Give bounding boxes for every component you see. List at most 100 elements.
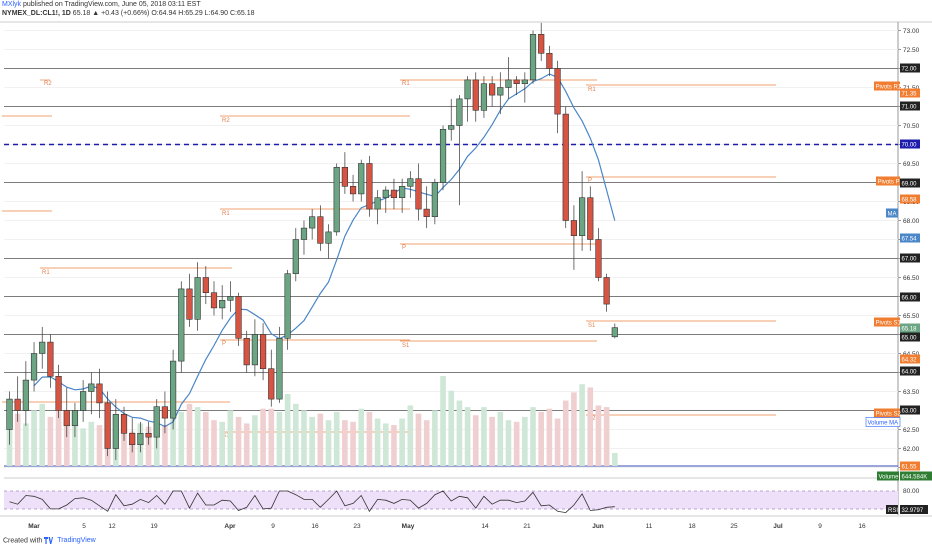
price-badge-text: MA [888, 211, 897, 217]
volume-bar [14, 413, 21, 466]
candle-body [145, 432, 152, 438]
volume-bar [612, 452, 618, 466]
volume-bar [317, 413, 324, 466]
price-badge [877, 471, 899, 481]
volume-bar [464, 407, 471, 466]
price-badge-text: Pivots S2 [876, 411, 902, 417]
ohlc-values: O:64.94 H:65.29 L:64.90 C:65.18 [151, 10, 255, 17]
price-tick-label: 62.50 [903, 427, 920, 434]
candle-body [423, 208, 430, 218]
candle-body [562, 113, 569, 221]
volume-bar [284, 394, 291, 466]
volume-bar [448, 390, 455, 466]
price-badge [874, 81, 900, 91]
price-badge [900, 323, 920, 333]
price-badge [900, 461, 920, 471]
tradingview-link[interactable]: TradingView [57, 537, 96, 545]
price-tick-label: 73.00 [903, 28, 920, 35]
time-tick-label: 23 [353, 523, 361, 530]
volume-bar [472, 415, 479, 466]
price-badge-text: 66.00 [902, 295, 918, 301]
volume-bar [194, 407, 201, 466]
volume-bar [301, 410, 307, 466]
candle-body [202, 277, 209, 293]
candle-body [309, 216, 316, 229]
volume-bar [399, 418, 405, 466]
candle-body [71, 410, 79, 426]
volume-bar [88, 421, 95, 466]
price-badge-text: 70.00 [902, 142, 918, 148]
author-link[interactable]: MXlyk [2, 1, 22, 8]
volume-bar [562, 400, 569, 466]
price-badge-text: 64.00 [902, 369, 918, 375]
volume-bar [358, 408, 365, 466]
price-badge [900, 253, 920, 263]
candle-body [366, 163, 373, 210]
time-tick-label: 19 [150, 523, 158, 530]
candle-body [96, 383, 103, 404]
price-badge-text: 65.18 [902, 326, 918, 332]
price-tick-label: 68.00 [903, 218, 920, 225]
candle-body [63, 410, 70, 426]
rsi-line [9, 490, 615, 514]
time-tick-label: 16 [858, 523, 866, 530]
candle-body [570, 220, 578, 236]
price-badge [900, 354, 920, 364]
candle-body [300, 227, 308, 240]
time-tick-label: 16 [311, 523, 319, 530]
volume-bar [170, 416, 176, 466]
moving-average-line [33, 73, 616, 428]
price-badge-text: Pivots P [878, 179, 900, 185]
time-tick-label: Jul [773, 523, 783, 530]
volume-bar [391, 425, 397, 466]
candle-body [390, 189, 398, 199]
price-badge-text: 68.58 [902, 197, 918, 203]
symbol-label: NYMEX_DL:CL1!, 1D [2, 10, 71, 17]
volume-bar [587, 387, 594, 466]
candle-body [137, 432, 144, 445]
volume-bar [243, 423, 250, 466]
candle-body [104, 402, 111, 449]
volume-bar [333, 412, 340, 466]
candle-body [505, 79, 512, 88]
candle-body [464, 79, 471, 100]
time-tick-label: 9 [271, 523, 275, 530]
price-badge [865, 417, 901, 427]
volume-bar [235, 416, 242, 466]
candle-body [112, 413, 119, 449]
volume-bar [80, 428, 86, 466]
volume-bar [23, 423, 29, 466]
price-badge-text: Volume MA [868, 420, 899, 426]
rsi-tick-label: 80.00 [903, 488, 920, 495]
candle-body [554, 68, 561, 115]
volume-bar [162, 425, 168, 466]
rsi-band [4, 491, 898, 509]
candle-body [6, 398, 13, 430]
candle-body [521, 79, 528, 85]
pivot-label: R1 [588, 87, 596, 93]
pivot-label: R1 [402, 81, 410, 87]
volume-bar [603, 407, 610, 466]
candle-body [292, 239, 299, 275]
price-badge [874, 317, 900, 327]
candle-body [325, 231, 332, 244]
candle-body [88, 383, 95, 392]
price-badge [900, 366, 920, 376]
volume-bar [513, 421, 520, 466]
volume-bar [268, 408, 275, 466]
volume-bar [571, 392, 577, 466]
pivot-label: R1 [42, 270, 50, 276]
pivot-label: R2 [222, 118, 230, 124]
candle-body [349, 186, 357, 195]
candle-body [529, 33, 537, 81]
candle-body [448, 125, 455, 130]
price-badge [900, 471, 932, 481]
volume-bar [407, 405, 414, 466]
volume-bar [325, 420, 332, 466]
price-badge [874, 408, 900, 418]
time-tick-label: May [402, 523, 415, 530]
candle-body [55, 375, 62, 411]
volume-bar [546, 408, 553, 466]
time-tick-label: Mar [28, 523, 40, 530]
